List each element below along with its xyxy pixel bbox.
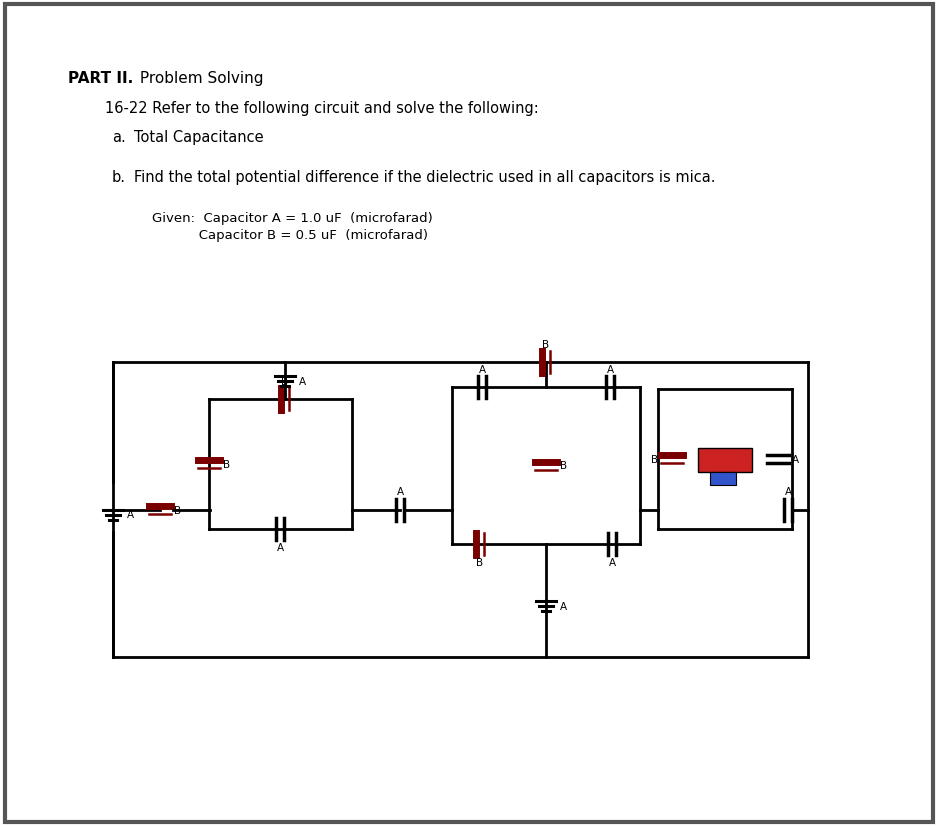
Text: A: A (792, 455, 799, 465)
Text: b.: b. (112, 170, 126, 184)
Text: B: B (651, 455, 658, 465)
Text: Problem Solving: Problem Solving (135, 71, 264, 86)
Text: Given:  Capacitor A = 1.0 uF  (microfarad): Given: Capacitor A = 1.0 uF (microfarad) (152, 212, 432, 225)
Text: A: A (784, 487, 792, 497)
Text: Capacitor B = 0.5 uF  (microfarad): Capacitor B = 0.5 uF (microfarad) (152, 229, 428, 241)
Bar (710, 472, 736, 485)
Text: A: A (277, 543, 283, 552)
Text: A: A (560, 601, 567, 611)
Text: A: A (127, 510, 134, 520)
Text: B: B (174, 505, 181, 515)
Text: A: A (478, 365, 486, 375)
Text: B: B (281, 376, 289, 386)
Text: Find the total potential difference if the dielectric used in all capacitors is : Find the total potential difference if t… (134, 170, 716, 184)
Text: B: B (223, 460, 230, 470)
Text: B: B (542, 340, 550, 350)
Text: PART II.: PART II. (68, 71, 133, 86)
Text: B: B (560, 461, 567, 471)
Text: A: A (607, 365, 613, 375)
Text: 16-22 Refer to the following circuit and solve the following:: 16-22 Refer to the following circuit and… (105, 101, 538, 116)
Bar (698, 448, 752, 472)
Text: B: B (477, 557, 484, 567)
Text: Total Capacitance: Total Capacitance (134, 130, 264, 145)
Text: A: A (609, 557, 615, 567)
Text: A: A (397, 487, 403, 497)
Text: a.: a. (112, 130, 126, 145)
FancyBboxPatch shape (5, 5, 933, 822)
Text: A: A (299, 376, 306, 386)
